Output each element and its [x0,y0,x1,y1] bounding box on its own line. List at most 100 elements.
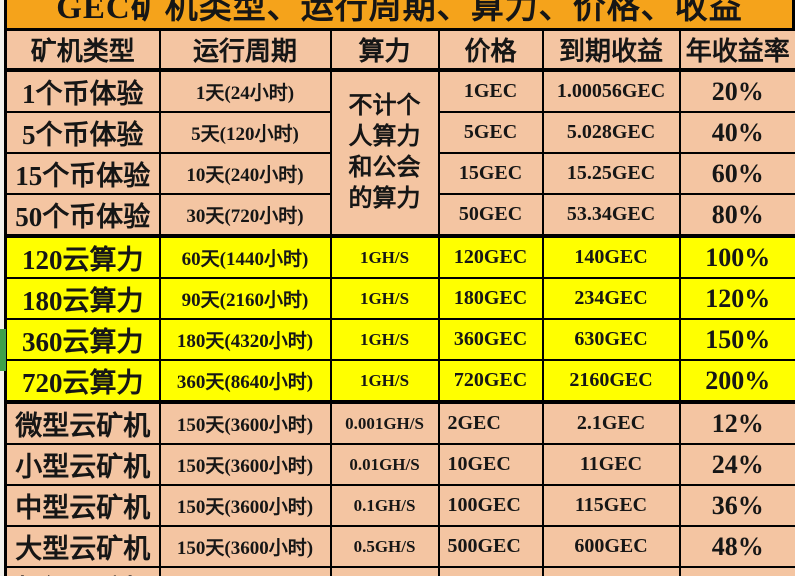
cell-power: 1GH/S [329,234,440,279]
table-row: 微型云矿机 150天(3600小时) 0.001GH/S 2GEC 2.1GEC… [4,400,795,445]
cell-maturity: 600GEC [541,525,681,568]
cell-period: 60天(1440小时) [158,234,332,279]
cell-type: 50个币体验 [4,193,161,237]
cell-price: 120GEC [437,234,544,279]
cell-rate: 80% [678,193,795,237]
table-row: 大型云矿机 150天(3600小时) 0.5GH/S 500GEC 600GEC… [4,525,795,568]
cell-period: 150天(3600小时) [158,525,332,568]
cell-rate: 150% [678,318,795,361]
cell-power: 1GH/S [329,359,440,403]
cell-power: 1GH/S [329,318,440,361]
cell-power: 1GH/S [329,277,440,320]
cell-rate: 20% [678,69,795,113]
cell-power-note: 不计个人算力和公会的算力 [329,69,440,237]
cell-type: 小型云矿机 [4,443,161,486]
cell-power: 0.01GH/S [329,443,440,486]
miner-table: 矿机类型 运行周期 算力 价格 到期收益 年收益率 1个币体验 1天(24小时)… [4,28,795,576]
cell-price: 180GEC [437,277,544,320]
cell-type: 720云算力 [4,359,161,403]
cell-maturity: 5.028GEC [541,111,681,154]
table-row: 小型云矿机 150天(3600小时) 0.01GH/S 10GEC 11GEC … [4,443,795,486]
cell-price: 15GEC [437,152,544,195]
table-row: 360云算力 180天(4320小时) 1GH/S 360GEC 630GEC … [4,318,795,361]
cell-maturity: 15.25GEC [541,152,681,195]
cell-maturity: 630GEC [541,318,681,361]
cell-period: 1天(24小时) [158,69,332,113]
cell-rate: 40% [678,111,795,154]
cell-period: 10天(240小时) [158,152,332,195]
cell-price: 500GEC [437,525,544,568]
cell-type: 微型云矿机 [4,400,161,445]
cell-maturity: 234GEC [541,277,681,320]
cell-maturity: 115GEC [541,484,681,527]
cell-power: 0.001GH/S [329,400,440,445]
cell-price: 50GEC [437,193,544,237]
table-row: 5个币体验 5天(120小时) 5GEC 5.028GEC 40% [4,111,795,154]
table-row-selected: 720云算力 360天(8640小时) 1GH/S 720GEC 2160GEC… [4,359,795,403]
cell-price: 1GEC [437,69,544,113]
cell-price: 10GEC [437,443,544,486]
cell-price: 2000GEC [437,566,544,576]
cell-period: 150天(3600小时) [158,443,332,486]
cell-period: 30天(720小时) [158,193,332,237]
cell-maturity: 53.34GEC [541,193,681,237]
selection-indicator [0,329,6,371]
table-row: 50个币体验 30天(720小时) 50GEC 53.34GEC 80% [4,193,795,237]
cell-maturity: 1.00056GEC [541,69,681,113]
cell-type: 5个币体验 [4,111,161,154]
cell-rate: 12% [678,400,795,445]
cell-type: 大型云矿机 [4,525,161,568]
cell-rate: 200% [678,359,795,403]
cell-type: 超级云矿机 [4,566,161,576]
table-row: 超级云矿机 150天(3600小时) 1GH/S 2000GEC 2500GEC… [4,566,795,576]
cell-rate: 60% [678,566,795,576]
table-title: GEC矿机类型、运行周期、算力、价格、收益 [4,0,795,28]
cell-period: 5天(120小时) [158,111,332,154]
cell-price: 2GEC [437,400,544,445]
cell-type: 120云算力 [4,234,161,279]
table-row: 180云算力 90天(2160小时) 1GH/S 180GEC 234GEC 1… [4,277,795,320]
cell-maturity: 11GEC [541,443,681,486]
cell-power: 0.1GH/S [329,484,440,527]
table-title-text: GEC矿机类型、运行周期、算力、价格、收益 [56,0,743,26]
cell-period: 180天(4320小时) [158,318,332,361]
cell-rate: 120% [678,277,795,320]
cell-maturity: 140GEC [541,234,681,279]
cell-price: 360GEC [437,318,544,361]
cell-price: 5GEC [437,111,544,154]
table-row: 1个币体验 1天(24小时) 不计个人算力和公会的算力 1GEC 1.00056… [4,69,795,237]
cell-period: 150天(3600小时) [158,566,332,576]
header-row: 矿机类型 运行周期 算力 价格 到期收益 年收益率 [4,28,795,72]
cell-period: 90天(2160小时) [158,277,332,320]
cell-maturity: 2160GEC [541,359,681,403]
col-header-maturity: 到期收益 [541,28,681,72]
col-header-rate: 年收益率 [678,28,795,72]
cell-period: 150天(3600小时) [158,484,332,527]
cell-rate: 100% [678,234,795,279]
cell-type: 360云算力 [4,318,161,361]
table-row: 120云算力 60天(1440小时) 1GH/S 120GEC 140GEC 1… [4,234,795,279]
cell-power: 1GH/S [329,566,440,576]
col-header-power: 算力 [329,28,440,72]
cell-rate: 36% [678,484,795,527]
cell-maturity: 2500GEC [541,566,681,576]
cell-price: 100GEC [437,484,544,527]
cell-period: 360天(8640小时) [158,359,332,403]
cell-type: 1个币体验 [4,69,161,113]
table-row: 15个币体验 10天(240小时) 15GEC 15.25GEC 60% [4,152,795,195]
cell-rate: 60% [678,152,795,195]
cell-power: 0.5GH/S [329,525,440,568]
cell-type: 中型云矿机 [4,484,161,527]
table-row: 中型云矿机 150天(3600小时) 0.1GH/S 100GEC 115GEC… [4,484,795,527]
cell-rate: 48% [678,525,795,568]
cell-price: 720GEC [437,359,544,403]
cell-type: 15个币体验 [4,152,161,195]
cell-type: 180云算力 [4,277,161,320]
cell-period: 150天(3600小时) [158,400,332,445]
col-header-price: 价格 [437,28,544,72]
cell-maturity: 2.1GEC [541,400,681,445]
col-header-period: 运行周期 [158,28,332,72]
sheet: GEC矿机类型、运行周期、算力、价格、收益 矿机类型 运行周期 算力 价格 到期… [4,0,795,576]
cell-rate: 24% [678,443,795,486]
